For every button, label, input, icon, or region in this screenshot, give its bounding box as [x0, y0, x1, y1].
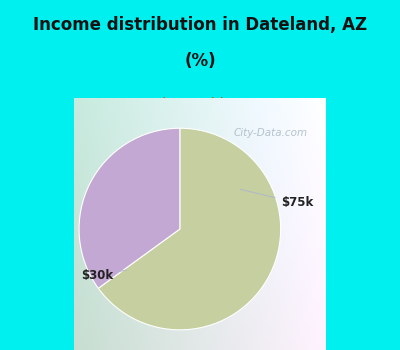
Wedge shape [98, 128, 281, 330]
Text: Income distribution in Dateland, AZ: Income distribution in Dateland, AZ [33, 16, 367, 34]
Text: Other residents: Other residents [146, 97, 254, 111]
Text: $30k: $30k [82, 270, 127, 282]
Text: (%): (%) [184, 52, 216, 70]
Text: $75k: $75k [240, 189, 313, 209]
Wedge shape [79, 128, 180, 288]
Text: City-Data.com: City-Data.com [234, 128, 308, 138]
